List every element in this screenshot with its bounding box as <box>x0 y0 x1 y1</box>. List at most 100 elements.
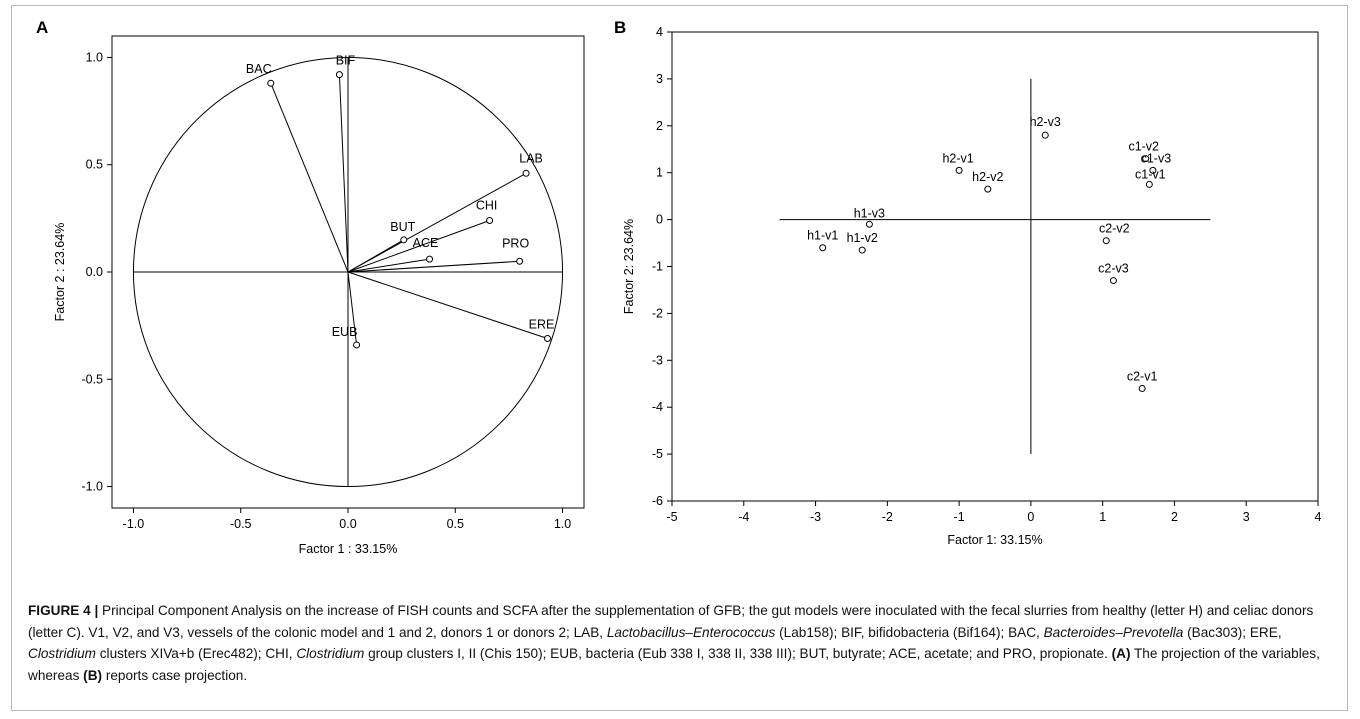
caption-text-6: The projection of the variables, whereas <box>28 646 1320 683</box>
point-label-ace: ACE <box>413 236 439 250</box>
case-point-c2-v3 <box>1109 277 1117 285</box>
case-label-c2-v2: c2-v2 <box>1099 222 1130 236</box>
caption-text-4: clusters XIVa+b (Erec482); CHI, <box>95 646 297 661</box>
vector-but <box>347 239 405 273</box>
caption-text-5: group clusters I, II (Chis 150); EUB, ba… <box>364 646 1112 661</box>
x-tick-label-b: -2 <box>882 510 893 524</box>
x-tick-label-b: 0 <box>1027 510 1034 524</box>
x-tick-label-a: 1.0 <box>554 517 571 531</box>
y-tick-label-a: -0.5 <box>81 372 103 386</box>
y-tick-label-b: -3 <box>652 353 663 367</box>
vector-eub <box>347 271 358 346</box>
x-tick-label-b: 4 <box>1315 510 1322 524</box>
case-point-h2-v1 <box>955 166 963 174</box>
point-bac <box>267 79 275 87</box>
x-tick-label-a: 0.5 <box>447 517 464 531</box>
vector-bac <box>270 83 349 273</box>
x-tick-label-b: -1 <box>954 510 965 524</box>
point-label-chi: CHI <box>476 199 498 213</box>
y-tick-label-b: -4 <box>652 400 663 414</box>
caption-a-ref: (A) <box>1111 646 1131 661</box>
y-tick-label-b: -1 <box>652 260 663 274</box>
case-label-c2-v3: c2-v3 <box>1098 262 1129 276</box>
x-tick-label-b: 2 <box>1171 510 1178 524</box>
vector-lab <box>347 172 527 273</box>
y-tick-label-b: 2 <box>656 119 663 133</box>
case-point-c1-v3 <box>1149 166 1157 174</box>
y-tick-label-a: 0.0 <box>86 265 103 279</box>
caption-text-2: (Lab158); BIF, bifidobacteria (Bif164); … <box>775 624 1044 640</box>
caption-lab-name: Lactobacillus–Enterococcus <box>606 624 776 640</box>
point-bif <box>335 71 343 79</box>
x-tick-label-b: -5 <box>666 510 677 524</box>
x-axis-title-a: Factor 1 : 33.15% <box>299 542 398 556</box>
point-label-pro: PRO <box>502 236 529 250</box>
case-label-h1-v2: h1-v2 <box>847 231 878 245</box>
panel-a-letter: A <box>36 18 49 37</box>
y-tick-label-a: -1.0 <box>81 480 103 494</box>
y-tick-label-a: 0.5 <box>86 158 103 172</box>
case-label-c1-v2: c1-v2 <box>1128 140 1159 154</box>
case-label-c1-v1: c1-v1 <box>1135 167 1166 181</box>
case-label-c1-v3: c1-v3 <box>1141 151 1172 165</box>
case-label-h2-v1: h2-v1 <box>942 151 973 165</box>
caption-ere-name: Clostridium <box>28 646 96 661</box>
point-label-eub: EUB <box>332 325 358 339</box>
vector-chi <box>347 220 490 273</box>
caption-label: FIGURE 4 | <box>28 603 99 618</box>
point-ere <box>544 335 552 343</box>
vector-pro <box>347 260 520 273</box>
case-label-h1-v3: h1-v3 <box>854 206 885 220</box>
case-point-h2-v3 <box>1041 131 1049 139</box>
point-ace <box>426 255 434 263</box>
caption-text-7: reports case projection. <box>102 667 248 683</box>
vector-ere <box>347 271 548 339</box>
point-chi <box>486 217 494 225</box>
y-tick-label-b: -2 <box>652 306 663 320</box>
case-label-h2-v3: h2-v3 <box>1030 115 1061 129</box>
x-tick-label-a: -0.5 <box>230 517 252 531</box>
x-tick-label-b: 3 <box>1243 510 1250 524</box>
y-tick-label-b: 0 <box>656 213 663 227</box>
y-tick-label-b: -5 <box>652 447 663 461</box>
y-tick-label-a: 1.0 <box>86 50 103 64</box>
plot-frame-b <box>671 31 1319 502</box>
figure-caption: FIGURE 4 | Principal Component Analysis … <box>28 600 1328 686</box>
case-point-c2-v1 <box>1138 384 1146 392</box>
case-label-h1-v1: h1-v1 <box>807 229 838 243</box>
case-point-c2-v2 <box>1102 237 1110 245</box>
case-point-c1-v2 <box>1142 155 1150 163</box>
vector-ace <box>347 258 430 273</box>
case-point-h2-v2 <box>984 185 992 193</box>
point-label-lab: LAB <box>519 151 543 165</box>
x-tick-label-a: -1.0 <box>123 517 145 531</box>
y-tick-label-b: 1 <box>656 166 663 180</box>
y-tick-label-b: 3 <box>656 72 663 86</box>
panel-b-letter: B <box>614 18 627 37</box>
point-eub <box>353 341 361 349</box>
point-pro <box>516 257 524 265</box>
point-lab <box>522 169 530 177</box>
y-tick-label-b: 4 <box>656 25 663 39</box>
x-axis-title-b: Factor 1: 33.15% <box>947 533 1042 547</box>
point-label-ere: ERE <box>529 318 555 332</box>
point-label-but: BUT <box>390 220 415 234</box>
x-tick-label-b: -3 <box>810 510 821 524</box>
case-point-h1-v3 <box>865 220 873 228</box>
x-tick-label-a: 0.0 <box>339 517 356 531</box>
figure-frame <box>11 5 1348 711</box>
caption-text-3: (Bac303); ERE, <box>1183 624 1282 640</box>
vector-bif <box>338 74 349 273</box>
y-axis-title-b: Factor 2: 23.64% <box>622 219 636 314</box>
point-label-bif: BIF <box>336 54 356 68</box>
x-tick-label-b: -4 <box>738 510 749 524</box>
caption-b-ref: (B) <box>83 667 103 683</box>
case-point-h1-v1 <box>819 244 827 252</box>
case-point-h1-v2 <box>858 246 866 254</box>
case-label-h2-v2: h2-v2 <box>972 170 1003 184</box>
caption-bac-name: Bacteroides–Prevotella <box>1043 624 1184 640</box>
y-tick-label-b: -6 <box>652 494 663 508</box>
panel-a-chart: -1.0 -0.5 0.0 0.5 1.0 1.0 0.5 0.0 -0.5 -1.0 Factor… <box>53 35 585 556</box>
caption-text-1: Principal Component Analysis on the incr… <box>28 603 1314 640</box>
